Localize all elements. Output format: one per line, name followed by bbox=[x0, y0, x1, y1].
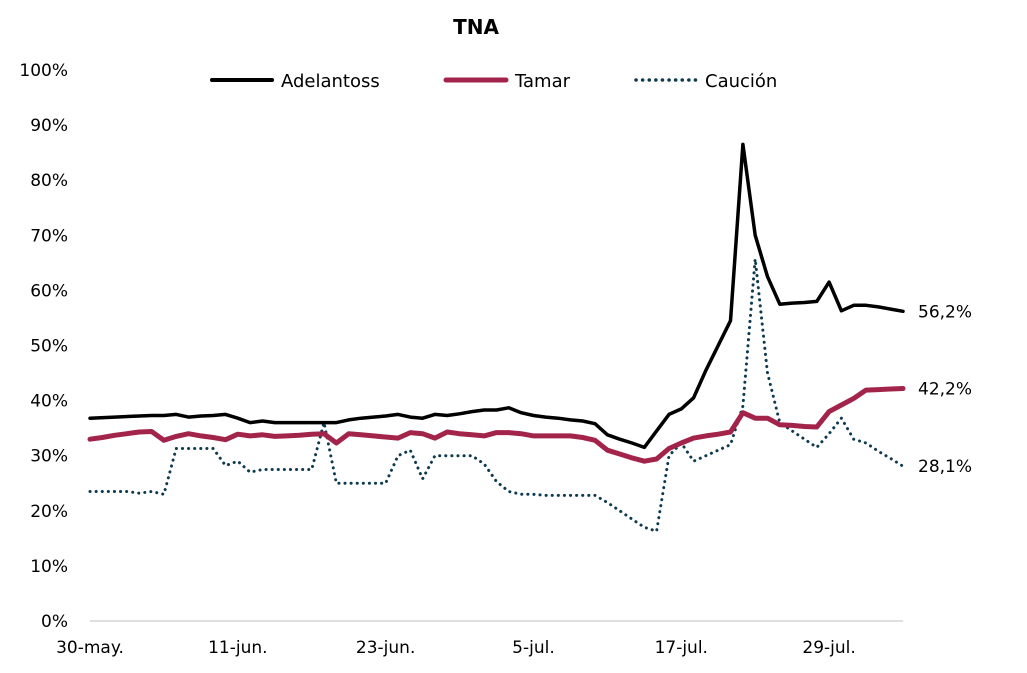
y-tick-label: 100% bbox=[19, 61, 68, 81]
y-tick-label: 30% bbox=[30, 447, 68, 467]
plot-series bbox=[87, 142, 906, 533]
series-line-adelantoss bbox=[88, 142, 905, 450]
chart-title: TNA bbox=[453, 15, 499, 39]
legend-label: Caución bbox=[705, 71, 777, 92]
y-tick-label: 50% bbox=[30, 337, 68, 357]
end-value-label: 42,2% bbox=[918, 379, 972, 399]
y-tick-label: 10% bbox=[30, 557, 68, 577]
legend-label: Tamar bbox=[514, 71, 571, 92]
y-tick-label: 60% bbox=[30, 281, 68, 301]
end-value-label: 28,1% bbox=[918, 457, 972, 477]
x-tick-label: 5-jul. bbox=[512, 638, 555, 658]
x-axis: 30-may. 11-jun. 23-jun. 5-jul. 17-jul. 29-jul… bbox=[56, 620, 903, 658]
legend: Adelantoss Tamar Caución bbox=[210, 71, 777, 92]
y-tick-label: 70% bbox=[30, 226, 68, 246]
x-tick-label: 23-jun. bbox=[356, 638, 415, 658]
end-value-label: 56,2% bbox=[918, 302, 972, 322]
x-tick-label: 30-may. bbox=[56, 638, 124, 658]
x-tick-label: 17-jul. bbox=[655, 638, 708, 658]
y-tick-label: 20% bbox=[30, 502, 68, 522]
y-tick-label: 40% bbox=[30, 392, 68, 412]
y-tick-label: 0% bbox=[41, 612, 68, 632]
series-line-tamar bbox=[87, 386, 906, 464]
end-labels: 56,2% 42,2% 28,1% bbox=[918, 302, 972, 477]
x-tick-label: 29-jul. bbox=[802, 638, 855, 658]
series-line-caución bbox=[88, 257, 905, 533]
x-tick-label: 11-jun. bbox=[208, 638, 267, 658]
y-axis: 0% 10% 20% 30% 40% 50% 60% 70% 80% 90% 100% bbox=[19, 61, 68, 632]
y-tick-label: 90% bbox=[30, 116, 68, 136]
y-tick-label: 80% bbox=[30, 171, 68, 191]
legend-label: Adelantoss bbox=[281, 71, 380, 92]
